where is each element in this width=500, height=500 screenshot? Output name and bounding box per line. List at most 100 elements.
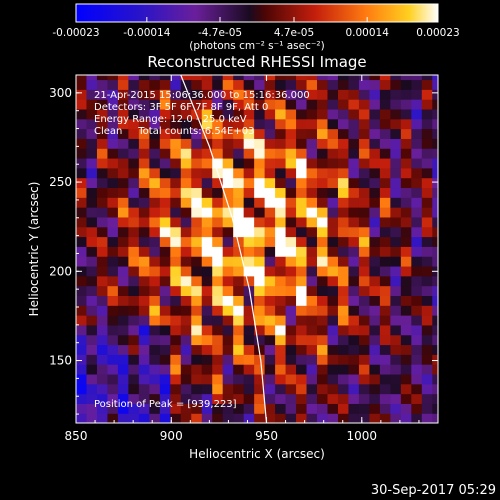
heatmap-cell xyxy=(117,89,129,100)
heatmap-cell xyxy=(358,128,371,139)
heatmap-cell xyxy=(348,344,360,355)
heatmap-cell xyxy=(170,265,182,277)
heatmap-cell xyxy=(222,177,234,189)
heatmap-cell xyxy=(327,167,339,179)
heatmap-cell xyxy=(222,157,234,169)
heatmap-cell xyxy=(400,187,412,198)
heatmap-cell xyxy=(296,197,308,208)
heatmap-cell xyxy=(264,305,276,316)
heatmap-cell xyxy=(117,285,129,296)
heatmap-cell xyxy=(191,344,203,355)
heatmap-cell xyxy=(233,246,245,257)
heatmap-cell xyxy=(348,364,360,375)
heatmap-cell xyxy=(138,157,150,169)
heatmap-cell xyxy=(222,295,234,306)
heatmap-cell xyxy=(348,108,360,120)
heatmap-cell xyxy=(254,148,266,159)
heatmap-cell xyxy=(149,167,161,179)
heatmap-cell xyxy=(201,275,213,287)
heatmap-cell xyxy=(254,216,266,228)
heatmap-cell xyxy=(411,216,423,228)
heatmap-cell xyxy=(233,226,245,238)
heatmap-cell xyxy=(390,275,402,287)
heatmap-cell xyxy=(327,275,339,287)
heatmap-cell xyxy=(138,177,150,189)
heatmap-cell xyxy=(212,315,224,326)
heatmap-cell xyxy=(358,148,371,159)
heatmap-cell xyxy=(243,344,255,355)
heatmap-cell xyxy=(170,285,182,296)
heatmap-cell xyxy=(379,177,391,189)
heatmap-cell xyxy=(327,118,339,130)
heatmap-cell xyxy=(117,354,129,365)
heatmap-cell xyxy=(76,305,88,316)
heatmap-cell xyxy=(117,373,129,385)
heatmap-cell xyxy=(327,79,339,90)
heatmap-cell xyxy=(379,138,391,149)
heatmap-cell xyxy=(337,226,350,238)
heatmap-cell xyxy=(432,383,438,395)
heatmap-cell xyxy=(421,295,433,306)
heatmap-cell xyxy=(243,334,255,346)
heatmap-cell xyxy=(191,138,203,149)
heatmap-cell xyxy=(180,197,192,208)
heatmap-cell xyxy=(285,75,297,81)
heatmap-cell xyxy=(421,128,433,139)
heatmap-cell xyxy=(222,315,234,326)
heatmap-cell xyxy=(128,108,140,120)
heatmap-cell xyxy=(180,128,192,139)
heatmap-cell xyxy=(233,315,245,326)
heatmap-cell xyxy=(96,187,109,198)
heatmap-cell xyxy=(432,89,438,100)
heatmap-cell xyxy=(432,138,438,149)
heatmap-cell xyxy=(327,75,339,81)
heatmap-cell xyxy=(96,226,109,238)
heatmap-cell xyxy=(86,354,98,365)
heatmap-cell xyxy=(180,403,192,414)
heatmap-cell xyxy=(107,226,119,238)
heatmap-cell xyxy=(275,216,287,228)
heatmap-cell xyxy=(76,295,88,306)
heatmap-cell xyxy=(296,334,308,346)
heatmap-cell xyxy=(306,315,318,326)
heatmap-cell xyxy=(390,207,402,218)
heatmap-cell xyxy=(107,148,119,159)
heatmap-cell xyxy=(138,334,150,346)
heatmap-cell xyxy=(379,148,391,159)
heatmap-cell xyxy=(358,79,371,90)
heatmap-cell xyxy=(337,99,350,110)
heatmap-cell xyxy=(337,236,350,247)
heatmap-cell xyxy=(337,118,350,130)
heatmap-cell xyxy=(233,138,245,149)
heatmap-cell xyxy=(159,246,171,257)
heatmap-cell xyxy=(76,138,88,149)
heatmap-cell xyxy=(159,177,171,189)
heatmap-cell xyxy=(432,197,438,208)
heatmap-cell xyxy=(96,216,109,228)
heatmap-cell xyxy=(327,157,339,169)
heatmap-cell xyxy=(369,393,381,404)
heatmap-cell xyxy=(358,285,371,296)
heatmap-cell xyxy=(337,344,350,355)
heatmap-cell xyxy=(222,187,234,198)
heatmap-cell xyxy=(107,197,119,208)
heatmap-cell xyxy=(254,167,266,179)
heatmap-cell xyxy=(432,207,438,218)
heatmap-cell xyxy=(233,187,245,198)
heatmap-cell xyxy=(128,167,140,179)
heatmap-cell xyxy=(117,197,129,208)
heatmap-cell xyxy=(222,99,234,110)
heatmap-cell xyxy=(264,334,276,346)
heatmap-cell xyxy=(264,75,276,81)
heatmap-cell xyxy=(243,256,255,267)
heatmap-cell xyxy=(337,315,350,326)
heatmap-cell xyxy=(421,285,433,296)
heatmap-cell xyxy=(128,128,140,139)
heatmap-cell xyxy=(400,226,412,238)
heatmap-cell xyxy=(138,364,150,375)
heatmap-cell xyxy=(86,138,98,149)
heatmap-cell xyxy=(76,167,88,179)
heatmap-cell xyxy=(348,373,360,385)
heatmap-cell xyxy=(222,265,234,277)
heatmap-cell xyxy=(379,75,391,81)
